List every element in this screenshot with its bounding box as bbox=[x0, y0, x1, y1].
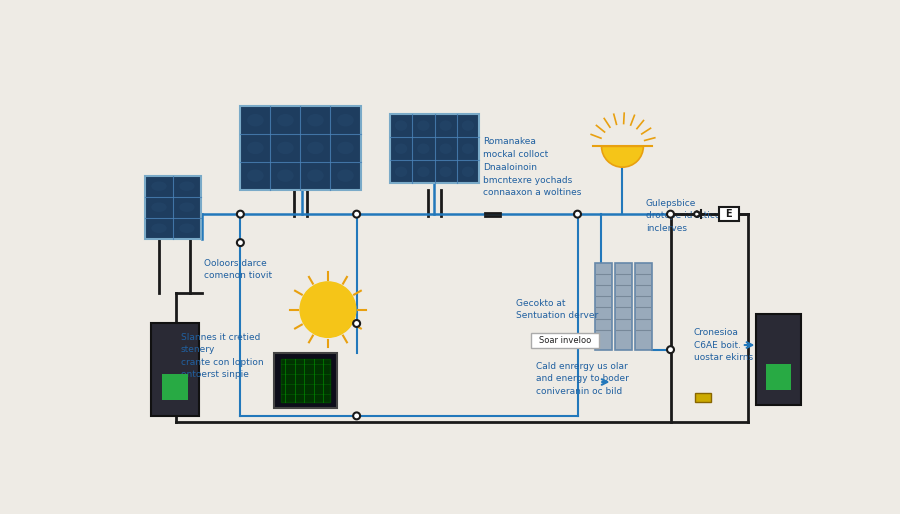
Ellipse shape bbox=[277, 142, 293, 154]
Ellipse shape bbox=[277, 170, 293, 182]
Ellipse shape bbox=[418, 143, 429, 154]
Bar bbox=[696, 393, 711, 402]
Ellipse shape bbox=[248, 114, 264, 126]
Bar bbox=[274, 353, 338, 408]
Bar bbox=[240, 106, 361, 190]
Circle shape bbox=[353, 412, 360, 419]
Ellipse shape bbox=[439, 167, 452, 177]
Ellipse shape bbox=[418, 120, 429, 131]
Wedge shape bbox=[601, 146, 644, 167]
Bar bbox=[595, 263, 612, 350]
Ellipse shape bbox=[179, 224, 194, 233]
Bar bbox=[615, 263, 632, 350]
Bar bbox=[162, 374, 188, 400]
Text: Cald enrergy us olar
and energy to boder
coniveranin oc bild: Cald enrergy us olar and energy to boder… bbox=[536, 362, 628, 396]
Text: Dnaaloinoin
bmcntexre yochads
connaaxon a woltines: Dnaaloinoin bmcntexre yochads connaaxon … bbox=[483, 163, 581, 197]
Text: Cronesioa
C6AE boit.
uostar ekirns: Cronesioa C6AE boit. uostar ekirns bbox=[694, 328, 753, 362]
Ellipse shape bbox=[439, 120, 452, 131]
Text: Ooloors darce
comenon tiovit: Ooloors darce comenon tiovit bbox=[204, 259, 272, 280]
Ellipse shape bbox=[338, 170, 354, 182]
Ellipse shape bbox=[248, 170, 264, 182]
Ellipse shape bbox=[395, 167, 407, 177]
Ellipse shape bbox=[462, 167, 474, 177]
Ellipse shape bbox=[338, 142, 354, 154]
Ellipse shape bbox=[151, 224, 166, 233]
Text: Slannes it cretied
stenery
crante con loption
ontoerst sinpie: Slannes it cretied stenery crante con lo… bbox=[181, 333, 264, 379]
Text: Romanakea
mockal colloct: Romanakea mockal colloct bbox=[483, 137, 548, 159]
Circle shape bbox=[694, 211, 699, 217]
Circle shape bbox=[667, 346, 674, 353]
Ellipse shape bbox=[151, 181, 166, 191]
Ellipse shape bbox=[277, 114, 293, 126]
Circle shape bbox=[300, 282, 356, 337]
Bar bbox=[718, 207, 739, 221]
Ellipse shape bbox=[462, 143, 474, 154]
Ellipse shape bbox=[462, 120, 474, 131]
Circle shape bbox=[237, 239, 244, 246]
Ellipse shape bbox=[439, 143, 452, 154]
Ellipse shape bbox=[248, 142, 264, 154]
Ellipse shape bbox=[179, 203, 194, 212]
Text: E: E bbox=[725, 209, 732, 219]
Ellipse shape bbox=[307, 114, 324, 126]
Circle shape bbox=[667, 211, 674, 217]
Text: Gecokto at
Sentuation derver: Gecokto at Sentuation derver bbox=[516, 299, 598, 320]
Ellipse shape bbox=[395, 143, 407, 154]
Ellipse shape bbox=[395, 120, 407, 131]
Ellipse shape bbox=[307, 170, 324, 182]
Bar bbox=[151, 323, 199, 416]
Text: Soar inveloo: Soar inveloo bbox=[539, 336, 591, 345]
Bar bbox=[766, 364, 790, 390]
Bar bbox=[756, 314, 801, 405]
Ellipse shape bbox=[307, 142, 324, 154]
Circle shape bbox=[574, 211, 581, 217]
Ellipse shape bbox=[338, 114, 354, 126]
Circle shape bbox=[353, 320, 360, 327]
Bar bbox=[145, 176, 201, 239]
Circle shape bbox=[237, 211, 244, 217]
Ellipse shape bbox=[179, 181, 194, 191]
Text: Gulepsbice
drotope id stticod
inclerves: Gulepsbice drotope id stticod inclerves bbox=[645, 199, 725, 233]
Bar bbox=[634, 263, 652, 350]
Circle shape bbox=[353, 211, 360, 217]
Bar bbox=[390, 114, 479, 183]
Ellipse shape bbox=[418, 167, 429, 177]
Ellipse shape bbox=[151, 203, 166, 212]
Bar bbox=[282, 359, 329, 401]
Bar bbox=[531, 333, 599, 348]
